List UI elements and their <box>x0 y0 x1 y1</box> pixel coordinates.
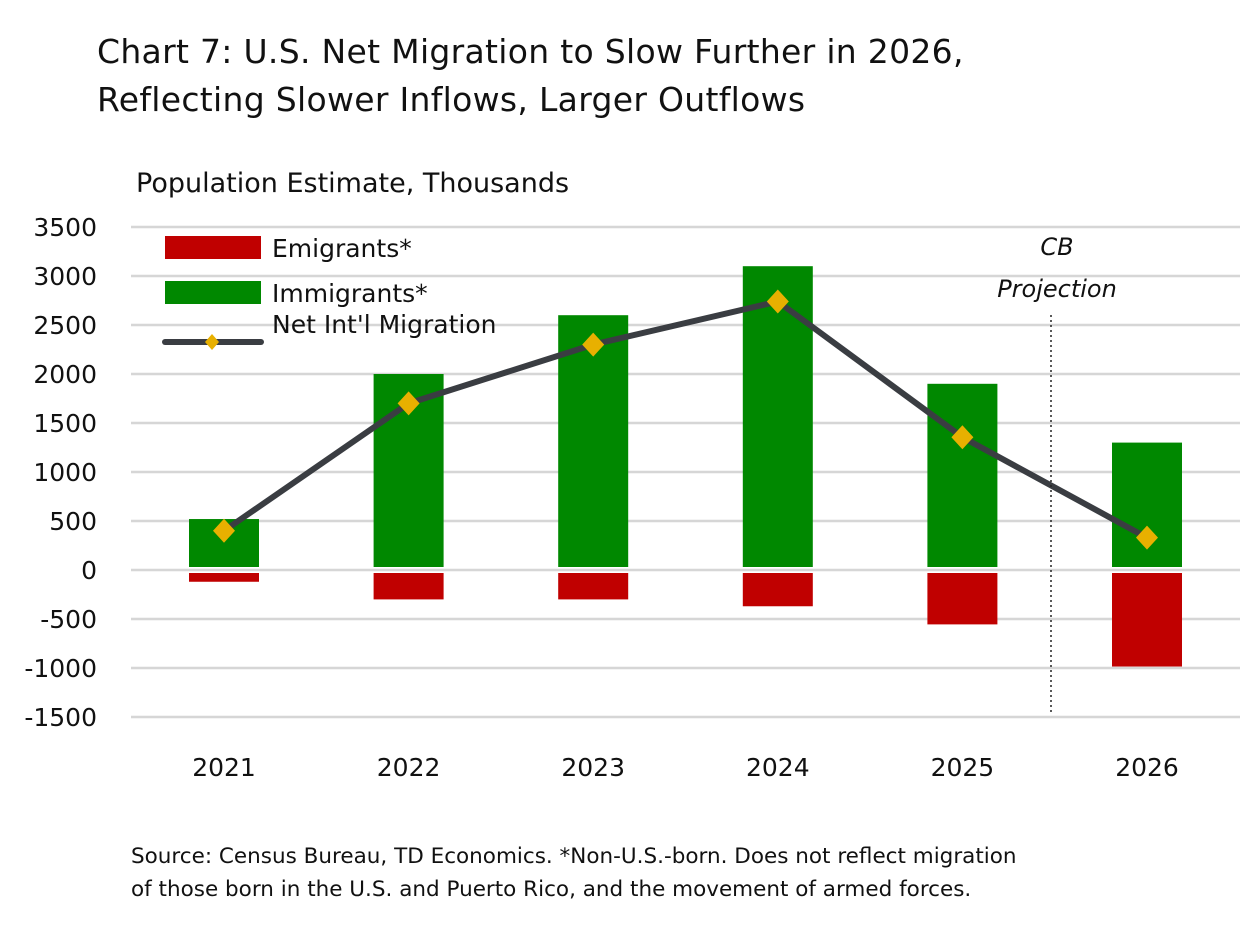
annotation-line-2: Projection <box>997 275 1117 303</box>
chart-title: Chart 7: U.S. Net Migration to Slow Furt… <box>97 28 964 124</box>
net-migration-marker <box>213 518 235 543</box>
immigrants-bar <box>927 383 998 567</box>
legend-swatch-net-marker <box>205 334 219 350</box>
y-tick-label: 1500 <box>33 409 97 438</box>
emigrants-bar <box>373 573 444 600</box>
net-migration-marker <box>582 332 605 357</box>
net-migration-marker <box>766 289 789 314</box>
x-tick-label: 2021 <box>192 753 256 782</box>
legend-label-net: Net Int'l Migration <box>272 310 497 339</box>
legend-swatch-immigrants <box>165 281 261 304</box>
title-line-2: Reflecting Slower Inflows, Larger Outflo… <box>97 80 806 119</box>
emigrants-bar <box>558 573 629 600</box>
y-tick-label: 1000 <box>33 458 97 487</box>
net-migration-marker <box>397 391 420 416</box>
y-tick-label: 2500 <box>33 311 97 340</box>
y-tick-label: 3000 <box>33 262 97 291</box>
x-tick-label: 2023 <box>561 753 625 782</box>
immigrants-bar <box>558 315 629 567</box>
y-tick-label: -1500 <box>24 703 97 732</box>
x-tick-label: 2025 <box>931 753 995 782</box>
emigrants-bar <box>189 573 259 582</box>
legend-label-immigrants: Immigrants* <box>272 279 428 308</box>
y-tick-label: 2000 <box>33 360 97 389</box>
emigrants-bar <box>1112 573 1182 667</box>
net-migration-line <box>222 298 1149 541</box>
y-tick-label: -500 <box>40 605 97 634</box>
y-axis-label: Population Estimate, Thousands <box>136 168 570 199</box>
y-tick-label: 0 <box>81 556 97 585</box>
net-migration-marker <box>1136 525 1158 550</box>
source-note: Source: Census Bureau, TD Economics. *No… <box>131 840 1017 906</box>
y-tick-label: 3500 <box>33 213 97 242</box>
title-line-1: Chart 7: U.S. Net Migration to Slow Furt… <box>97 32 964 71</box>
legend: Emigrants* Immigrants* Net Int'l Migrati… <box>162 234 497 350</box>
source-line-1: Source: Census Bureau, TD Economics. *No… <box>131 844 1017 869</box>
annotation-line-1: CB <box>1040 233 1073 261</box>
emigrants-bar <box>742 573 813 607</box>
emigrants-bar <box>927 573 998 625</box>
legend-label-emigrants: Emigrants* <box>272 234 412 263</box>
y-tick-label: 500 <box>49 507 97 536</box>
x-tick-label: 2024 <box>746 753 810 782</box>
x-tick-label: 2026 <box>1115 753 1179 782</box>
net-migration-marker <box>951 425 974 450</box>
y-tick-label: -1000 <box>24 654 97 683</box>
source-line-2: of those born in the U.S. and Puerto Ric… <box>131 877 972 902</box>
legend-swatch-emigrants <box>165 236 261 259</box>
x-tick-label: 2022 <box>377 753 441 782</box>
